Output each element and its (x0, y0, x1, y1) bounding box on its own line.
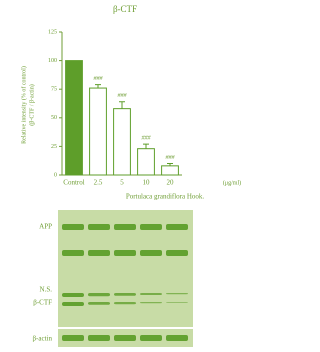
blot-band (166, 335, 188, 341)
blot-label: β-CTF (33, 299, 52, 307)
blot-band (166, 250, 188, 256)
blot-band (114, 293, 136, 296)
annotation: ### (142, 135, 152, 141)
y-tick-label: 25 (51, 144, 57, 150)
blot-band (140, 293, 162, 295)
y-tick-label: 100 (48, 58, 57, 64)
blot-band (114, 250, 136, 256)
x-tick-label: Control (63, 179, 84, 187)
blot-band (62, 302, 84, 306)
blot-band (140, 335, 162, 341)
y-label: Relative intensity (% of control) (20, 66, 27, 144)
bar (114, 109, 131, 175)
blot-band (166, 293, 188, 294)
annotation: ### (166, 155, 176, 161)
bar (138, 149, 155, 175)
x-tick-label: 20 (167, 179, 175, 187)
error-bar (119, 102, 125, 109)
blot-band (140, 250, 162, 256)
figure: β-CTF Relative intensity (% of control) … (0, 0, 251, 347)
bar (66, 61, 83, 175)
bar (162, 166, 179, 175)
blot-label: β-actin (33, 335, 53, 343)
error-bar (95, 85, 101, 88)
blot-band (140, 224, 162, 230)
chart-title: β-CTF (113, 4, 137, 14)
x-unit: (μg/ml) (223, 179, 241, 186)
blot-label: APP (39, 223, 52, 231)
blot-band (62, 293, 84, 297)
bar (90, 88, 107, 175)
y-label: (β-CTF / β-actin) (28, 84, 35, 125)
blot-band (140, 302, 162, 303)
blot-band (62, 335, 84, 341)
blot-separator (58, 327, 193, 329)
y-tick-label: 50 (51, 115, 57, 121)
blot-band (88, 335, 110, 341)
blot-band (88, 224, 110, 230)
x-tick-label: 5 (120, 179, 124, 187)
blot-band (114, 302, 136, 304)
x-tick-label: 2.5 (94, 179, 103, 187)
blot-band (62, 250, 84, 256)
x-label: Portulaca grandiflora Hook. (126, 193, 205, 201)
x-tick-label: 10 (143, 179, 151, 187)
blot-band (62, 224, 84, 230)
blot-band (166, 224, 188, 230)
annotation: ### (94, 76, 104, 82)
annotation: ### (118, 93, 128, 99)
blot (58, 210, 193, 347)
blot-band (88, 293, 110, 296)
blot-band (114, 335, 136, 341)
blot-label: N.S. (40, 286, 53, 294)
blot-band (88, 250, 110, 256)
y-tick-label: 125 (48, 29, 57, 35)
y-tick-label: 0 (54, 172, 57, 178)
y-tick-label: 75 (51, 87, 57, 93)
error-bar (143, 144, 149, 149)
blot-band (114, 224, 136, 230)
blot-band (166, 302, 188, 303)
blot-band (88, 302, 110, 305)
blot-panel (58, 210, 193, 347)
